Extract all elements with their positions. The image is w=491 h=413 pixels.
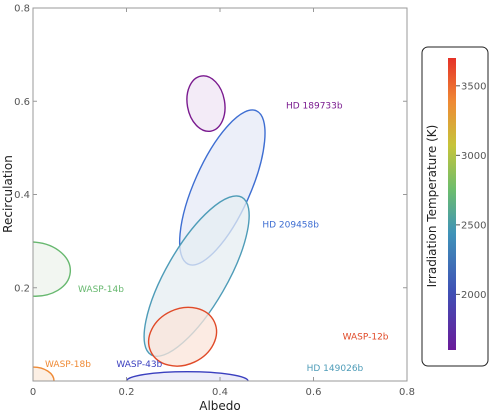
label-wasp-12b: WASP-12b <box>343 333 389 343</box>
colorbar-tick-label: 2500 <box>461 220 486 231</box>
label-wasp-18b: WASP-18b <box>45 360 91 370</box>
ellipse-layer <box>33 75 266 381</box>
y-tick-label: 0.8 <box>14 4 30 15</box>
colorbar-ticks: 2000 2500 3000 3500 <box>456 81 486 301</box>
x-tick-label: 0.6 <box>306 387 322 398</box>
colorbar-label: Irradiation Temperature (K) <box>425 125 439 288</box>
colorbar-tick-label: 3500 <box>461 81 486 92</box>
label-hd-149026b: HD 149026b <box>307 364 364 374</box>
x-tick-label: 0 <box>30 387 36 398</box>
label-layer: HD 189733b HD 209458b HD 149026b WASP-14b WA… <box>45 102 389 375</box>
colorbar-tick-label: 3000 <box>461 151 486 162</box>
colorbar-legend: Irradiation Temperature (K) 2000 2500 3000… <box>421 46 489 367</box>
ellipse-wasp-18b <box>33 366 55 381</box>
ellipse-wasp-12b <box>147 306 218 367</box>
label-wasp-43b: WASP-43b <box>116 360 162 370</box>
x-axis: 0 0.2 0.4 0.6 0.8 <box>30 8 415 398</box>
label-hd-209458b: HD 209458b <box>262 221 319 231</box>
x-tick-label: 0.8 <box>399 387 415 398</box>
y-axis-label: Recirculation <box>1 155 15 233</box>
y-axis: 0.2 0.4 0.6 0.8 <box>14 4 407 294</box>
ellipse-hd-189733b <box>186 75 226 133</box>
colorbar-tick-label: 2000 <box>461 290 486 301</box>
x-tick-label: 0.4 <box>212 387 228 398</box>
x-axis-label: Albedo <box>199 399 241 413</box>
y-tick-label: 0.2 <box>14 283 30 294</box>
y-tick-label: 0.4 <box>14 190 30 201</box>
x-tick-label: 0.2 <box>119 387 135 398</box>
y-tick-label: 0.6 <box>14 97 30 108</box>
label-hd-189733b: HD 189733b <box>286 102 343 112</box>
colorbar-gradient <box>448 58 456 350</box>
ellipse-wasp-14b <box>33 241 72 297</box>
label-wasp-14b: WASP-14b <box>78 285 124 295</box>
